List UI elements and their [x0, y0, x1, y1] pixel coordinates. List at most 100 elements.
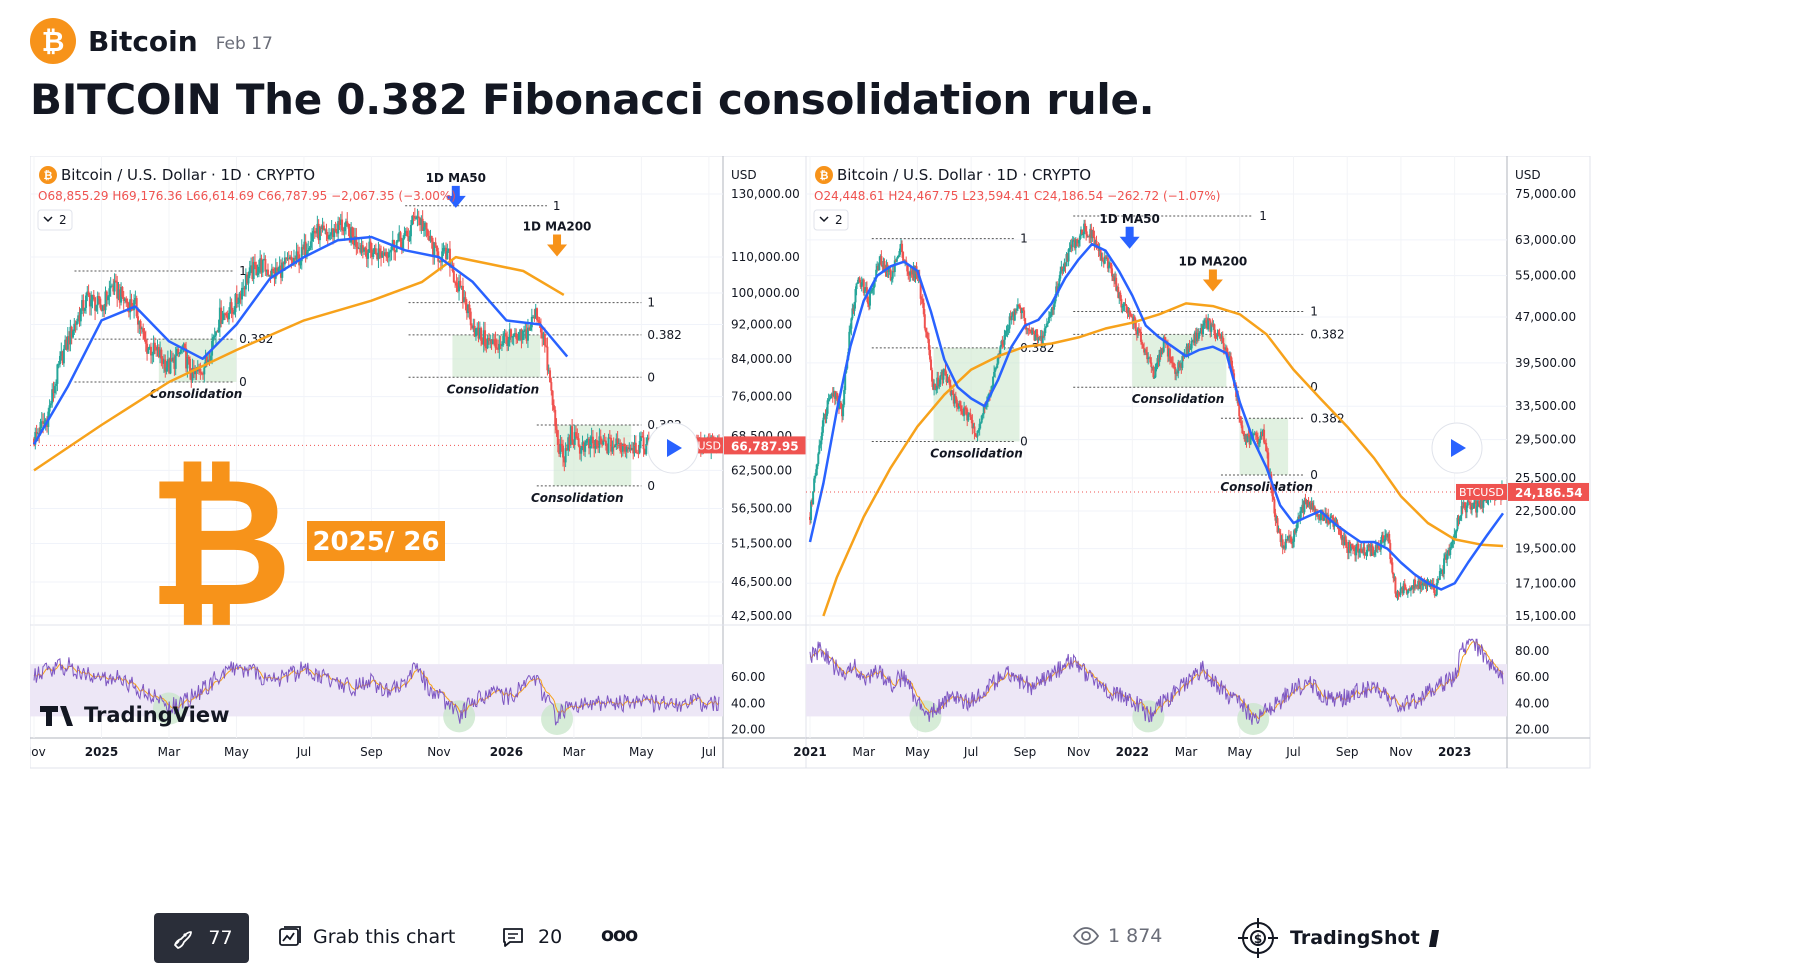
candle-body [1163, 337, 1166, 340]
candle-body [1097, 248, 1100, 251]
candle-body [1322, 511, 1325, 521]
candle-body [1047, 317, 1050, 323]
candle-body [1100, 257, 1103, 261]
fib-level-label: 1 [647, 296, 655, 310]
candle-body [378, 248, 381, 252]
candle-body [1175, 372, 1178, 374]
candle-body [1078, 235, 1081, 240]
x-tick-label: Sep [360, 745, 383, 759]
candle-body [56, 364, 59, 384]
candle-body [1417, 580, 1420, 587]
indicators-toggle[interactable]: 2 [37, 209, 73, 231]
candle-body [564, 448, 567, 463]
candle-body [1338, 529, 1341, 532]
candle-body [933, 383, 936, 390]
candle-body [1131, 316, 1134, 325]
candle-body [1452, 539, 1455, 542]
candle-body [1166, 342, 1169, 357]
candle-body [1160, 348, 1163, 355]
candle-body [1470, 506, 1473, 510]
candle-body [1098, 248, 1101, 251]
candle-body [1310, 502, 1313, 510]
candle-body [850, 318, 853, 329]
candle-body [1063, 262, 1066, 270]
candle-body [363, 247, 366, 252]
candle-body [368, 241, 371, 253]
candle-body [517, 332, 520, 340]
candle-body [1243, 433, 1246, 440]
candle-body [152, 342, 155, 355]
candle-body [921, 299, 924, 303]
candle-body [537, 320, 540, 322]
candle-body [494, 339, 497, 348]
candle-body [162, 359, 165, 364]
candle-body [341, 219, 344, 231]
candle-body [524, 329, 527, 331]
comments-button[interactable]: 20 [500, 924, 562, 950]
candle-body [1056, 286, 1059, 294]
candle-body [318, 227, 321, 241]
candle-body [827, 399, 830, 401]
candle-body [133, 299, 136, 311]
candle-body [1414, 579, 1417, 587]
candle-body [1015, 308, 1018, 311]
candle-body [640, 436, 643, 442]
candle-body [1125, 305, 1128, 312]
grab-chart-button[interactable]: Grab this chart [277, 924, 455, 950]
symbol-name[interactable]: Bitcoin [88, 24, 198, 58]
candle-body [79, 308, 82, 322]
candle-body [64, 339, 67, 349]
candle-body [269, 275, 272, 277]
candle-body [1133, 316, 1136, 323]
candle-body [291, 260, 294, 264]
x-tick-label: Nov [427, 745, 450, 759]
candle-body [300, 247, 303, 262]
candle-body [1186, 346, 1189, 354]
candle-body [1437, 578, 1440, 580]
candle-body [506, 336, 509, 346]
candle-body [1206, 322, 1209, 330]
chart-figure: 130,000.00 110,000.00 100,000.00 92,000.00 8… [30, 156, 1591, 769]
candle-body [113, 280, 116, 292]
candle-body [390, 246, 393, 252]
candle-body [1099, 248, 1102, 261]
candle-body [1297, 516, 1300, 523]
consolidation-label: Consolidation [1220, 480, 1313, 494]
symbol-legend[interactable]: Bitcoin / U.S. Dollar · 1D · CRYPTO [837, 166, 1091, 184]
candle-body [490, 339, 493, 344]
candle-body [1289, 536, 1292, 543]
candle-body [1135, 330, 1138, 335]
fib-level-label: 0 [1310, 380, 1318, 394]
candle-body [146, 343, 149, 354]
candle-body [1280, 539, 1283, 543]
candle-body [408, 236, 411, 241]
candle-body [542, 333, 545, 339]
candle-body [183, 343, 186, 349]
indicators-toggle[interactable]: 2 [813, 209, 849, 231]
candle-body [1477, 501, 1480, 507]
candle-body [1398, 594, 1401, 596]
boost-button[interactable]: 77 [154, 913, 249, 963]
candle-body [1349, 545, 1352, 551]
candle-body [1458, 518, 1461, 521]
symbol-legend[interactable]: Bitcoin / U.S. Dollar · 1D · CRYPTO [61, 166, 315, 184]
more-button[interactable]: ooo [601, 924, 638, 946]
candle-body [591, 436, 594, 444]
views-count: 1 874 [1108, 925, 1163, 947]
candle-body [552, 405, 555, 410]
candle-body [242, 287, 245, 289]
candle-body [1212, 324, 1215, 326]
candle-body [91, 294, 94, 300]
candle-body [830, 393, 833, 396]
candle-body [112, 285, 115, 292]
bitcoin-icon[interactable]: ₿ [30, 18, 76, 64]
candle-body [151, 354, 154, 356]
candle-body [317, 223, 320, 241]
author-link[interactable]: $ TradingShot [1236, 916, 1443, 960]
fib-level-label: 1 [553, 199, 561, 213]
candle-body [1224, 347, 1227, 350]
candle-body [967, 414, 970, 421]
candle-body [44, 419, 47, 422]
candle-body [435, 245, 438, 252]
candle-body [1082, 234, 1085, 236]
